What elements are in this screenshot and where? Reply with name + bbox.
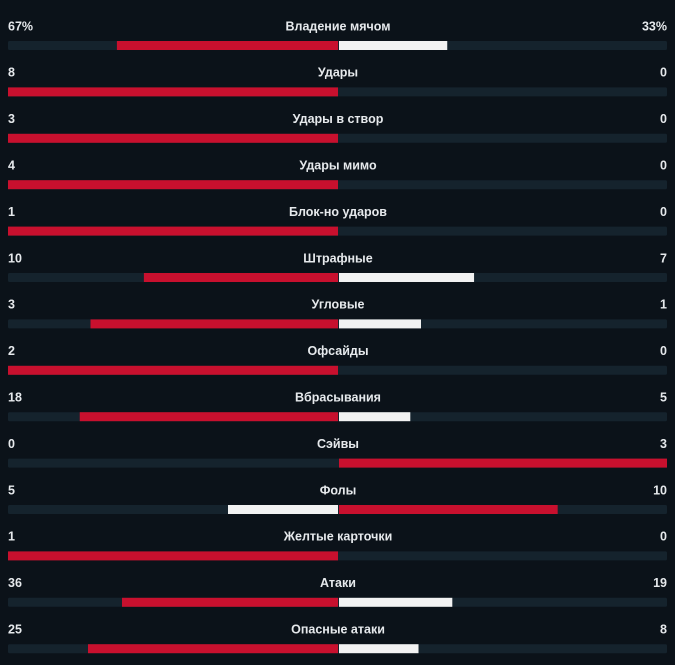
home-value: 8: [8, 66, 15, 80]
away-bar: [339, 644, 419, 654]
away-bar: [339, 505, 558, 514]
home-bar: [8, 226, 338, 236]
away-bar: [339, 412, 411, 422]
away-bar: [339, 273, 475, 282]
stat-label: Блок-но ударов: [289, 205, 387, 219]
away-value: 0: [660, 205, 667, 219]
stat-label: Опасные атаки: [291, 622, 385, 636]
away-bar: [339, 597, 453, 607]
away-value: 10: [653, 483, 667, 497]
stat-label: Вбрасывания: [295, 390, 381, 404]
home-value: 1: [8, 530, 15, 544]
home-value: 18: [8, 390, 22, 404]
stat-label: Атаки: [320, 576, 356, 590]
stat-label: Желтые карточки: [283, 530, 393, 544]
away-value: 8: [660, 622, 667, 636]
home-bar: [122, 597, 338, 607]
home-bar: [79, 412, 338, 422]
stat-label: Владение мячом: [286, 19, 391, 33]
home-bar: [8, 365, 338, 375]
away-value: 19: [653, 576, 667, 590]
stat-label: Угловые: [312, 298, 365, 312]
stat-label: Штрафные: [303, 251, 372, 265]
away-value: 0: [660, 530, 667, 544]
home-bar: [116, 41, 339, 50]
home-bar: [8, 180, 338, 190]
away-value: 0: [660, 112, 667, 126]
home-value: 67%: [8, 19, 33, 33]
home-bar: [228, 505, 338, 514]
home-bar: [8, 87, 338, 97]
stat-label: Удары мимо: [299, 158, 377, 172]
away-value: 1: [660, 298, 667, 312]
away-value: 7: [660, 251, 667, 265]
home-value: 5: [8, 483, 15, 497]
away-value: 3: [660, 437, 667, 451]
stat-label: Удары: [318, 66, 358, 80]
home-value: 36: [8, 576, 22, 590]
home-bar: [8, 133, 338, 143]
home-value: 3: [8, 298, 15, 312]
home-value: 4: [8, 158, 15, 172]
home-bar: [90, 319, 338, 329]
home-bar: [8, 551, 338, 561]
stat-label: Удары в створ: [293, 112, 384, 126]
stat-label: Фолы: [320, 483, 357, 497]
home-bar: [88, 644, 338, 654]
away-value: 0: [660, 66, 667, 80]
home-value: 10: [8, 251, 22, 265]
home-value: 3: [8, 112, 15, 126]
away-value: 0: [660, 344, 667, 358]
stat-label: Офсайды: [307, 344, 368, 358]
away-value: 5: [660, 390, 667, 404]
away-bar: [339, 458, 667, 468]
home-value: 1: [8, 205, 15, 219]
stat-label: Сэйвы: [317, 437, 359, 451]
home-value: 0: [8, 437, 15, 451]
home-value: 25: [8, 622, 22, 636]
away-bar: [339, 319, 421, 329]
home-bar: [143, 273, 338, 282]
away-bar: [339, 41, 448, 50]
home-value: 2: [8, 344, 15, 358]
away-value: 0: [660, 158, 667, 172]
away-value: 33%: [642, 19, 667, 33]
